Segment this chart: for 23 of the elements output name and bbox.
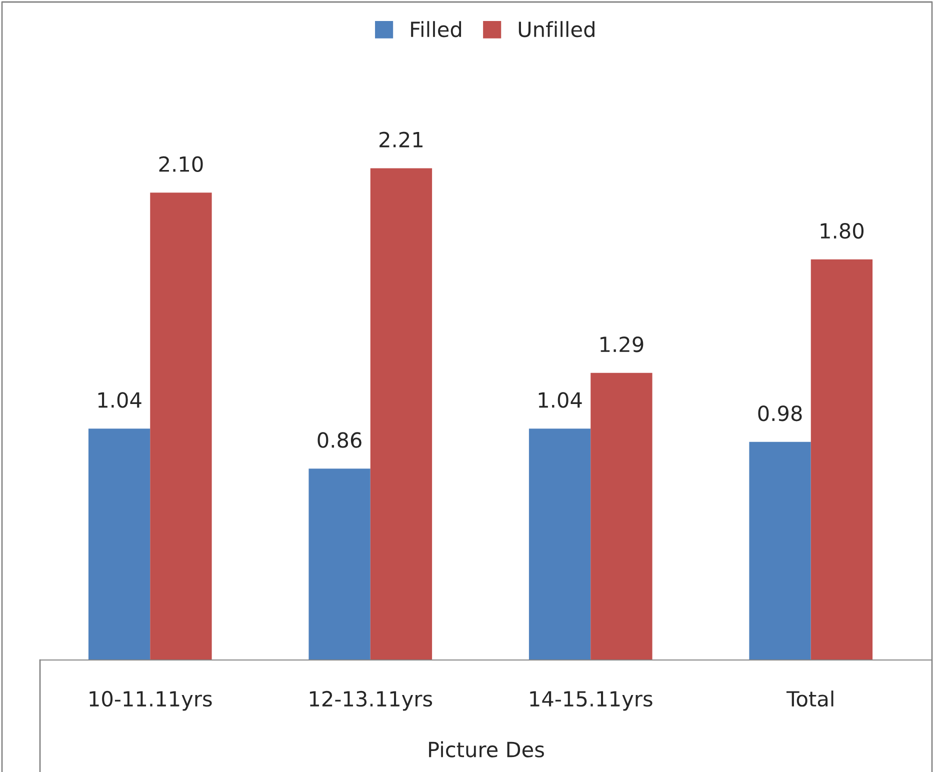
x-tick-label: 12-13.11yrs: [310, 690, 432, 711]
data-label: 1.29: [600, 336, 644, 352]
data-label: 0.98: [758, 405, 802, 422]
x-tick-label: Total: [786, 690, 834, 707]
bar: [150, 192, 212, 660]
data-label: 1.80: [820, 222, 864, 239]
data-label: 1.04: [98, 392, 142, 408]
x-tick-label: 10-11.11yrs: [90, 690, 212, 711]
bar: [590, 372, 652, 660]
bar: [88, 428, 150, 660]
bar: [370, 168, 432, 660]
x-axis-title: Picture Des: [429, 741, 544, 758]
bar: [810, 259, 873, 660]
legend-label: Unfilled: [518, 21, 594, 38]
legend-label: Filled: [411, 21, 462, 38]
x-tick-label: 14-15.11yrs: [530, 691, 652, 711]
data-label: 1.04: [538, 392, 582, 408]
bar: [528, 428, 591, 660]
data-label: 2.10: [159, 156, 203, 172]
bar: [749, 442, 811, 660]
data-label: 2.21: [380, 132, 422, 148]
bar: [308, 468, 370, 660]
data-label: 0.86: [318, 432, 362, 448]
